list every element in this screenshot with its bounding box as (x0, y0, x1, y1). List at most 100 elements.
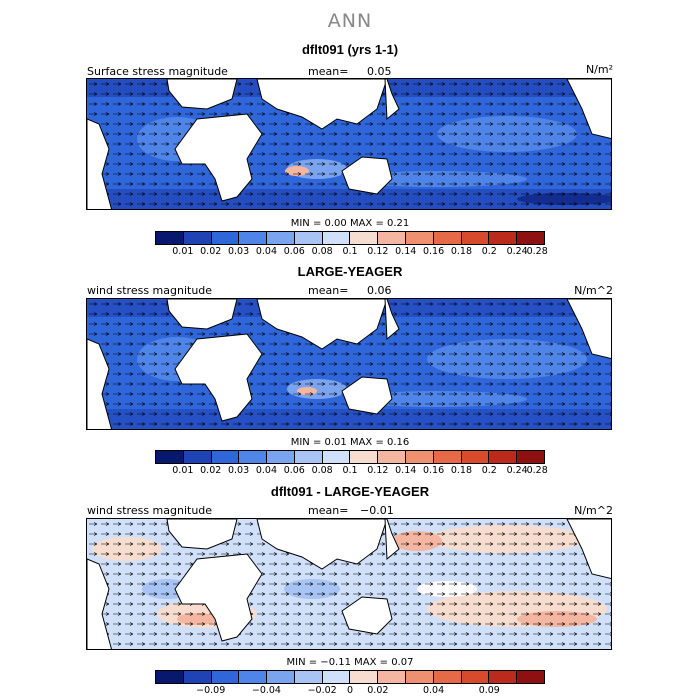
panel-2-map-svg (87, 299, 611, 429)
panel-2-colorbar-bin (350, 451, 379, 463)
panel-1-colorbar-bin (239, 232, 268, 244)
panel-1-map-svg (87, 79, 611, 209)
panel-1-colorbar-bin (183, 232, 212, 244)
panel-3-colorbar-tick: 0.09 (478, 685, 500, 696)
panel-1-colorbar-bin (211, 232, 240, 244)
panel-3-colorbar-bin (211, 671, 240, 683)
panel-3-colorbar (155, 670, 545, 684)
panel-1-colorbar-tick: 0.01 (172, 246, 194, 257)
panel-2-colorbar-bin (211, 451, 240, 463)
panel-3-colorbar-bin (350, 671, 379, 683)
panel-3-units: N/m^2 (574, 504, 613, 517)
panel-2-colorbar-bin (489, 451, 518, 463)
panel-3-variable-label: wind stress magnitude (87, 504, 213, 517)
panel-2-mean-label: mean= (308, 284, 349, 297)
panel-2-colorbar-tick: 0.04 (255, 465, 277, 476)
panel-2-colorbar-bin (156, 451, 184, 463)
panel-1-units: N/m² (585, 63, 613, 76)
panel-2-colorbar-bin (239, 451, 268, 463)
panel-3-colorbar-bin (183, 671, 212, 683)
panel-1-map (86, 78, 612, 210)
panel-2-variable-label: wind stress magnitude (87, 284, 213, 297)
panel-1-colorbar-bin (378, 232, 407, 244)
panel-2-colorbar-tick: 0.1 (342, 465, 358, 476)
panel-1-mean-value: 0.05 (367, 65, 392, 78)
panel-1-title: dflt091 (yrs 1-1) (301, 42, 399, 57)
panel-2-mean-value: 0.06 (367, 284, 392, 297)
panel-3-colorbar-bin (406, 671, 434, 683)
panel-3-colorbar-bin (433, 671, 462, 683)
panel-3-minmax: MIN = −0.11 MAX = 0.07 (286, 657, 414, 668)
panel-1-colorbar-bin (433, 232, 462, 244)
panel-1-colorbar-tick: 0.02 (200, 246, 222, 257)
panel-3-colorbar-bin (517, 671, 544, 683)
panel-3-colorbar-tick: −0.02 (307, 685, 337, 696)
panel-3-title: dflt091 - LARGE-YEAGER (270, 484, 430, 499)
panel-1-colorbar-tick: 0.08 (311, 246, 333, 257)
panel-3-colorbar-bin (156, 671, 184, 683)
panel-2-colorbar-bin (183, 451, 212, 463)
panel-3-colorbar-bin (267, 671, 295, 683)
panel-2-minmax: MIN = 0.01 MAX = 0.16 (290, 437, 410, 448)
panel-2-colorbar-tick: 0.02 (200, 465, 222, 476)
panel-2-title: LARGE-YEAGER (297, 264, 403, 279)
panel-2-colorbar-labels: 0.01 0.02 0.03 0.04 0.06 0.08 0.1 0.12 0… (155, 465, 548, 477)
panel-3-colorbar-tick: 0 (346, 685, 354, 696)
panel-3-colorbar-bin (294, 671, 323, 683)
panel-2-colorbar-tick: 0.18 (450, 465, 472, 476)
panel-2-colorbar-tick: 0.2 (481, 465, 497, 476)
panel-1-colorbar (155, 231, 545, 245)
panel-2-colorbar (155, 450, 545, 464)
panel-2-colorbar-tick: 0.14 (395, 465, 417, 476)
panel-3-colorbar-tick: −0.09 (196, 685, 226, 696)
panel-3-colorbar-tick: 0.02 (367, 685, 389, 696)
panel-1-colorbar-bin (517, 232, 544, 244)
panel-3-colorbar-bin (322, 671, 351, 683)
panel-3-colorbar-bin (378, 671, 407, 683)
panel-1-colorbar-bin (350, 232, 379, 244)
panel-2-colorbar-bin (378, 451, 407, 463)
figure-title: ANN (327, 10, 373, 32)
panel-1-colorbar-tick: 0.03 (227, 246, 250, 257)
panel-3-colorbar-labels: −0.09 −0.04 −0.02 0 0.02 0.04 0.09 (155, 685, 545, 697)
panel-1-variable-label: Surface stress magnitude (87, 65, 228, 78)
panel-1-colorbar-tick: 0.12 (367, 246, 389, 257)
panel-1-colorbar-tick: 0.04 (255, 246, 277, 257)
panel-3-colorbar-tick: −0.04 (251, 685, 281, 696)
panel-3-mean-value: −0.01 (360, 504, 394, 517)
panel-1-mean-label: mean= (308, 65, 349, 78)
panel-1-minmax: MIN = 0.00 MAX = 0.21 (290, 218, 410, 229)
panel-2-colorbar-bin (517, 451, 544, 463)
panel-2-colorbar-tick: 0.24 (506, 465, 528, 476)
panel-2-colorbar-bin (267, 451, 295, 463)
panel-1-colorbar-tick: 0.28 (526, 246, 548, 257)
panel-2-colorbar-tick: 0.12 (367, 465, 389, 476)
panel-2-colorbar-tick: 0.16 (422, 465, 445, 476)
panel-1-colorbar-tick: 0.16 (422, 246, 445, 257)
panel-1-colorbar-tick: 0.24 (506, 246, 528, 257)
panel-1-colorbar-tick: 0.06 (283, 246, 305, 257)
panel-1-colorbar-bin (489, 232, 518, 244)
panel-1-colorbar-labels: 0.01 0.02 0.03 0.04 0.06 0.08 0.1 0.12 0… (155, 246, 548, 258)
panel-2-colorbar-tick: 0.03 (227, 465, 250, 476)
panel-1-colorbar-tick: 0.18 (450, 246, 472, 257)
panel-1-colorbar-bin (156, 232, 184, 244)
panel-1-colorbar-bin (406, 232, 434, 244)
panel-2-colorbar-bin (433, 451, 462, 463)
panel-1-colorbar-bin (267, 232, 295, 244)
panel-2-map (86, 298, 612, 430)
panel-3-colorbar-bin (461, 671, 490, 683)
panel-3-colorbar-bin (239, 671, 268, 683)
panel-2-colorbar-bin (322, 451, 351, 463)
panel-1-colorbar-tick: 0.14 (395, 246, 417, 257)
panel-3-map (86, 518, 612, 650)
panel-3-mean-label: mean= (308, 504, 349, 517)
panel-1-colorbar-bin (322, 232, 351, 244)
panel-2-colorbar-tick: 0.01 (172, 465, 194, 476)
panel-1-colorbar-bin (294, 232, 323, 244)
panel-2-colorbar-bin (406, 451, 434, 463)
panel-3-map-svg (87, 519, 611, 649)
panel-2-colorbar-bin (294, 451, 323, 463)
panel-2-units: N/m^2 (574, 284, 613, 297)
panel-2-colorbar-tick: 0.08 (311, 465, 333, 476)
